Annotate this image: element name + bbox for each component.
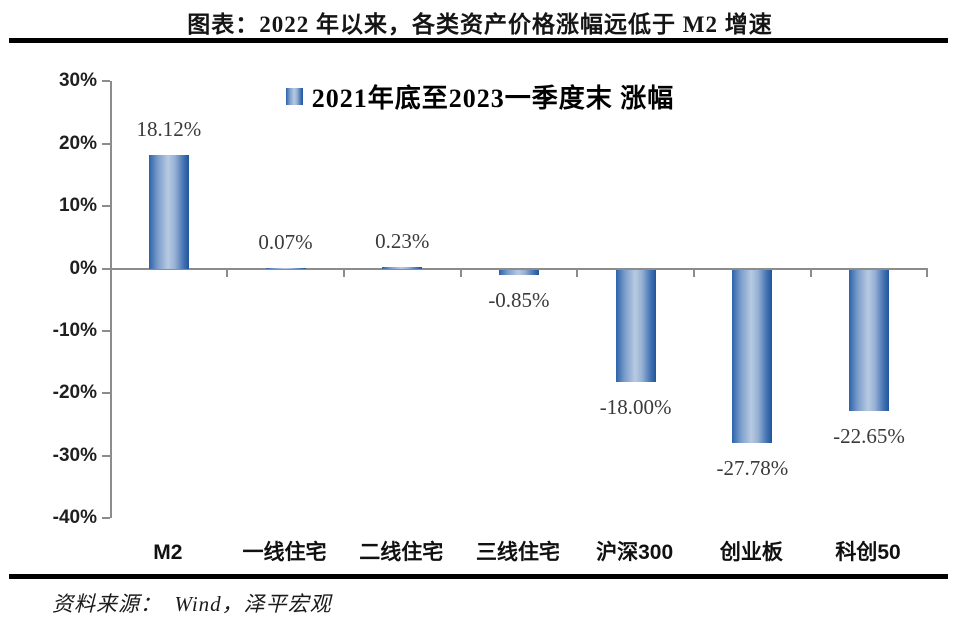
value-label: 0.23% [375,229,430,254]
y-axis-tick [101,330,110,333]
y-axis-tick [101,517,110,520]
legend-label: 2021年底至2023一季度末 涨幅 [311,84,675,113]
value-label: -18.00% [599,394,672,419]
bottom-divider [9,574,948,579]
x-axis-tick [342,269,345,277]
y-axis-tick-label: 0% [69,257,97,279]
bar-一线住宅 [265,268,306,270]
value-label: 0.07% [258,230,313,255]
y-axis-tick-label: -30% [52,444,97,466]
y-axis-tick [101,267,110,270]
value-label: -22.65% [833,424,905,448]
x-axis-tick [576,269,579,277]
y-axis-tick-label: 10% [58,195,97,217]
y-axis-tick [101,80,110,83]
x-axis-category-label: 一线住宅 [242,541,327,564]
y-axis-tick [101,454,110,457]
y-axis-tick-label: 20% [58,132,97,154]
x-axis-category-label: 沪深300 [596,541,674,564]
bar-创业板 [732,269,773,444]
value-label: -27.78% [716,456,789,481]
y-axis-tick-label: -40% [52,507,97,529]
x-axis-tick [693,269,695,277]
x-axis-category-label: 创业板 [719,541,783,564]
x-axis-line [109,267,929,270]
x-axis-tick [226,269,229,277]
y-axis-tick-label: 30% [58,70,97,92]
page-title: 图表：2022 年以来，各类资产价格涨幅远低于 M2 增速 [187,12,773,37]
y-axis-tick-label: -20% [52,382,97,404]
x-axis-tick [926,269,929,277]
chart-legend: 2021年底至2023一季度末 涨幅 [0,78,960,115]
legend-swatch-icon [285,88,303,105]
x-axis-category-label: 科创50 [835,541,901,564]
bar-三线住宅 [498,269,539,275]
bar-M2 [148,155,189,269]
bar-二线住宅 [382,267,423,269]
y-axis-line [109,81,112,519]
bar-沪深300 [615,269,656,382]
y-axis-tick [101,142,110,145]
x-axis-category-label: 三线住宅 [475,541,560,564]
x-axis-category-label: 二线住宅 [359,541,444,564]
x-axis-tick [459,269,462,277]
top-divider [9,38,948,43]
value-label: -0.85% [488,287,550,312]
y-axis-tick [101,392,110,395]
y-axis-tick [101,205,110,208]
x-axis-category-label: M2 [153,541,183,564]
bar-科创50 [849,269,890,411]
y-axis-tick-label: -10% [52,320,97,342]
source-note: 资料来源： Wind，泽平宏观 [52,592,332,616]
value-label: 18.12% [136,117,202,142]
x-axis-tick [809,269,812,277]
